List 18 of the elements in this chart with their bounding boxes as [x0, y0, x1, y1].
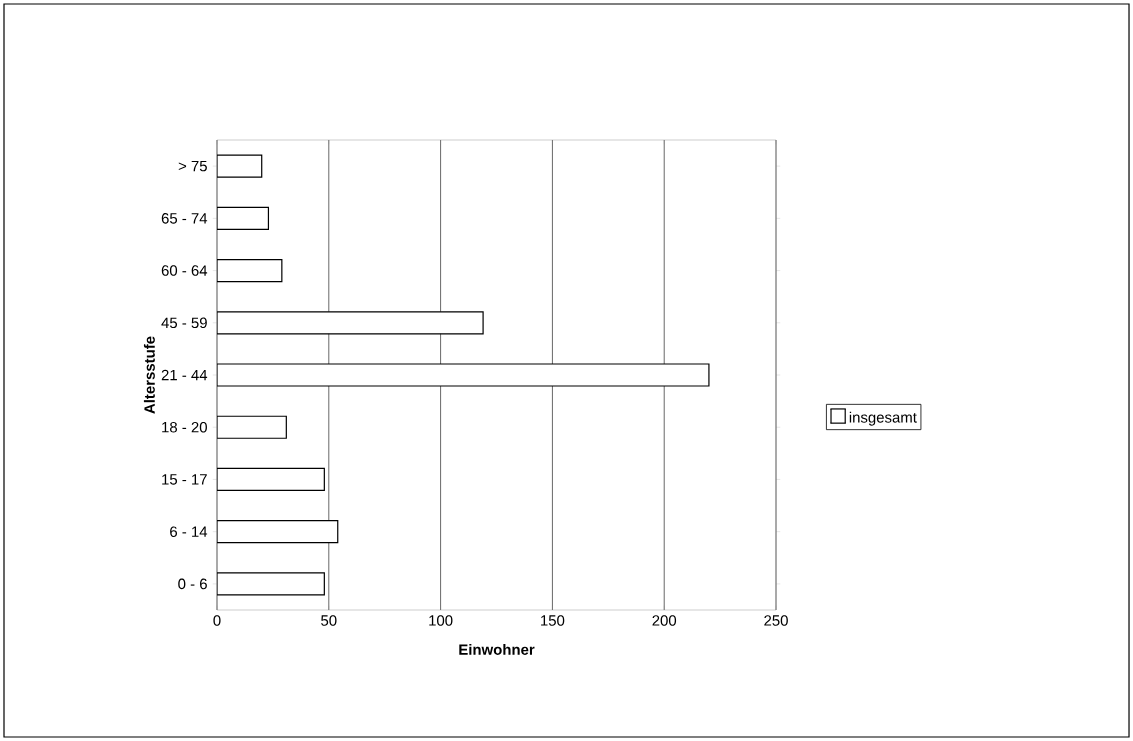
y-tick-label: 0 - 6 [178, 578, 207, 590]
y-tick-label: 18 - 20 [162, 421, 207, 433]
x-tick-label: 200 [652, 615, 677, 626]
y-axis-title: Altersstufe [143, 336, 155, 414]
x-tick-label: 150 [541, 615, 565, 626]
y-tick-label: 15 - 17 [162, 474, 207, 485]
x-tick-label: 50 [321, 615, 337, 626]
y-tick-label: 45 - 59 [161, 317, 207, 329]
x-tick-label: 0 [213, 615, 221, 626]
y-tick-label: 6 - 14 [170, 526, 208, 537]
y-tick-label: 65 - 74 [161, 213, 208, 224]
y-tick-label: > 75 [178, 160, 207, 172]
y-tick-label: 60 - 64 [161, 265, 208, 276]
x-axis-title: Einwohner [459, 643, 535, 655]
x-tick-label: 100 [429, 615, 453, 626]
text: insgesamt [849, 411, 917, 426]
y-tick-label: 21 - 44 [161, 369, 208, 381]
x-tick-label: 250 [764, 615, 788, 626]
